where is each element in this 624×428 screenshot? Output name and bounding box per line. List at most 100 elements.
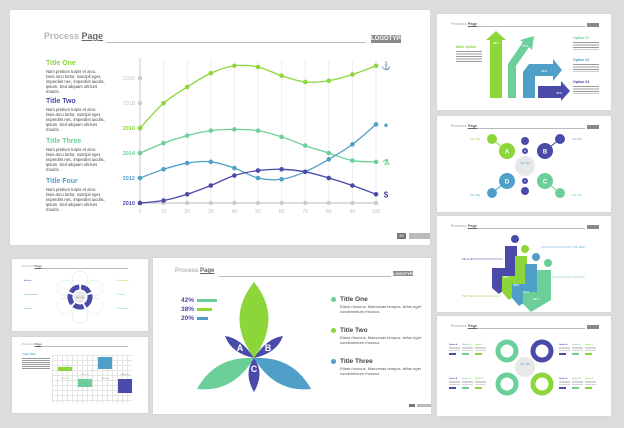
legend-item: Title One Etiam rhoncus. Maecenas tempus… [331, 296, 421, 327]
legend-title: Title Three [340, 358, 373, 365]
svg-text:B: B [265, 343, 272, 353]
svg-text:10: 10 [161, 209, 167, 215]
slide-title: Process Page [44, 31, 104, 41]
legend-dot [331, 359, 336, 364]
stairs-chart: 38% 48% 64% 65% Title Four Title Three T… [462, 235, 586, 312]
option-item: Option C [585, 344, 596, 355]
legend-body: Etiam rhoncus. Maecenas tempus, tellus e… [340, 366, 421, 376]
percent-label: 38% [181, 306, 195, 313]
svg-text:2012: 2012 [123, 176, 135, 182]
anchor-icon: ⚓ [381, 61, 391, 71]
svg-text:38%: 38% [541, 69, 547, 73]
option-item: Option B [462, 378, 473, 389]
grid-slide[interactable]: Process Page Title Two Title Two Title T… [12, 337, 148, 413]
svg-text:Title Two: Title Two [61, 377, 70, 380]
main-slide[interactable]: Process Page LOGOTYPE Title One Nam pret… [10, 10, 430, 245]
slide-title: Process Page [451, 21, 478, 26]
svg-text:Title Two: Title Two [121, 373, 130, 376]
rings-slide[interactable]: Process Page Your Title Option A Option … [437, 316, 611, 416]
header-divider [477, 328, 585, 329]
svg-text:38%: 38% [503, 275, 509, 279]
svg-text:70: 70 [302, 209, 308, 215]
svg-text:Strategy: Strategy [24, 307, 31, 310]
legend-body: Nam pretium turpis et arcu. Duis arcu to… [46, 107, 105, 132]
option-item: Option C [585, 378, 596, 389]
svg-text:A: A [505, 150, 510, 156]
header-divider [477, 26, 585, 27]
legend-title: Title One [46, 60, 76, 67]
svg-text:60: 60 [279, 209, 285, 215]
slide-title: Process Page [175, 268, 215, 274]
legend-title: Title Two [46, 98, 76, 105]
legend-item: Title Four Nam pretium turpis et arcu. D… [46, 178, 106, 212]
option-item: Option A [449, 378, 460, 389]
legend-item: Title Three Etiam rhoncus. Maecenas temp… [331, 358, 421, 389]
page-number: 50 [397, 233, 406, 239]
percent-bar-row: 42% [181, 296, 217, 305]
svg-text:100: 100 [372, 209, 381, 215]
flower-diagram: Your Title Analysis Implementation Strat… [24, 270, 129, 324]
abcd-diagram: Your Title A B C D E F Your Title Your T… [470, 134, 583, 198]
option-item: Option B [572, 344, 583, 355]
svg-text:Analysis: Analysis [24, 279, 31, 282]
logo [587, 325, 599, 329]
header-divider [42, 346, 128, 347]
svg-text:2020: 2020 [123, 76, 135, 82]
percent-bar [197, 308, 212, 311]
svg-text:30: 30 [208, 209, 214, 215]
legend-item: Title Three Nam pretium turpis et arcu. … [46, 138, 106, 172]
petal-slide[interactable]: Process Page LOGOTYPE 42% 38% 20% A B C … [153, 258, 431, 414]
svg-text:Development: Development [117, 279, 129, 282]
legend-title: Title Two [340, 327, 368, 334]
legend-title: Title Four [46, 178, 78, 185]
option-item: Option A [559, 344, 570, 355]
percent-bar-row: 20% [181, 314, 217, 323]
option-item: Option C [475, 378, 486, 389]
svg-text:48%: 48% [513, 283, 519, 287]
legend-body: Nam pretium turpis et arcu. Duis arcu to… [46, 69, 105, 94]
svg-text:Title Four: Title Four [462, 258, 473, 261]
percent-bar [197, 317, 208, 320]
svg-text:64%: 64% [523, 290, 529, 294]
main-option: Main Option [456, 45, 482, 63]
option-item: Option A [449, 344, 460, 355]
flask-icon: ⚗ [382, 158, 389, 167]
svg-text:F: F [524, 179, 526, 183]
abcd-slide[interactable]: Process Page Your Title A B C D E F Your… [437, 116, 611, 212]
legend-dot [331, 297, 336, 302]
svg-text:88%: 88% [493, 41, 499, 45]
stairs-slide[interactable]: Process Page 38% 48% 64% 65% Title Four … [437, 216, 611, 312]
svg-text:Title Three: Title Three [573, 276, 585, 279]
lightbulb-icon: ● [384, 120, 389, 129]
svg-text:Your Title: Your Title [470, 138, 481, 141]
svg-text:80: 80 [326, 209, 332, 215]
svg-text:2010: 2010 [123, 201, 135, 207]
svg-text:Title Two: Title Two [462, 295, 472, 298]
svg-text:90: 90 [350, 209, 356, 215]
legend-body: Etiam rhoncus. Maecenas tempus, tellus e… [340, 304, 421, 314]
percent-label: 20% [181, 315, 195, 322]
line-chart: 0 10 20 30 40 50 60 70 80 90 100 2020 2018 2016 2014 20… [123, 58, 391, 215]
flower-slide[interactable]: Process Page Your Title Analysis Impleme… [12, 259, 148, 331]
money-bag-icon: $ [384, 190, 389, 199]
percent-label: 42% [181, 297, 195, 304]
svg-text:2016: 2016 [123, 126, 135, 132]
svg-text:20: 20 [184, 209, 190, 215]
option-item: Option B [572, 378, 583, 389]
header-divider [477, 128, 585, 129]
logo [587, 225, 599, 229]
svg-text:65%: 65% [522, 44, 528, 48]
svg-text:50: 50 [255, 209, 261, 215]
page-bar [417, 404, 431, 407]
logo: LOGOTYPE [371, 35, 405, 43]
header-divider [477, 228, 585, 229]
svg-text:Your Title: Your Title [76, 296, 85, 299]
svg-text:D: D [505, 180, 510, 186]
slide-title: Process Page [451, 323, 478, 328]
logo [587, 125, 599, 129]
arrow-slide[interactable]: Process Page 88% 65% 38% 45% Main Option… [437, 14, 611, 110]
svg-text:Title Three: Title Three [573, 246, 585, 249]
svg-text:2018: 2018 [123, 101, 135, 107]
slide-title: Process Page [22, 264, 42, 268]
svg-text:Planning: Planning [117, 294, 125, 296]
